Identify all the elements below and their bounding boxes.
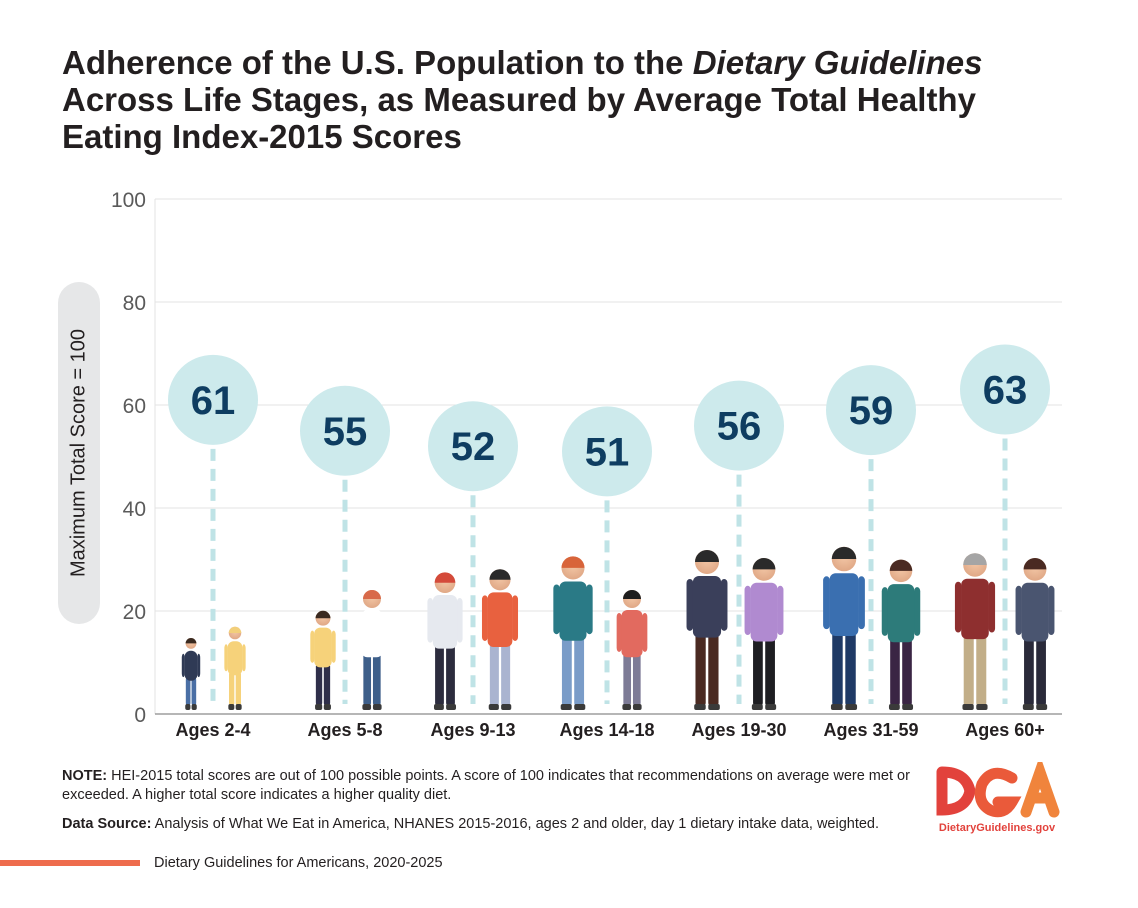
person-figure [310,610,336,710]
note-body: HEI-2015 total scores are out of 100 pos… [62,768,910,803]
person-figure [954,553,996,710]
y-tick-label: 40 [123,498,146,521]
y-tick-label: 0 [134,704,146,727]
person-figure [427,572,463,710]
person-figure [616,590,648,710]
person-figure [481,569,519,710]
person-figure [356,590,388,710]
data-source-text: Data Source: Analysis of What We Eat in … [62,815,932,834]
score-bubble [826,365,916,456]
person-figure [823,546,865,710]
title-part2: Across Life Stages, as Measured by Avera… [62,81,976,155]
score-value-label: 55 [323,410,368,454]
score-bubble [168,354,258,445]
score-bubble [960,344,1050,435]
person-figure [881,559,921,710]
score-value-label: 51 [585,430,630,474]
score-bubble [300,385,390,476]
source-label: Data Source: [62,816,152,832]
y-tick-label: 60 [123,395,146,418]
score-value-label: 56 [717,405,762,449]
score-value-label: 63 [983,369,1028,413]
score-value-label: 52 [451,425,496,469]
footer-text: Dietary Guidelines for Americans, 2020-2… [154,855,443,871]
x-axis: Ages 2-4 Ages 5-8 Ages 9-13 Ages 14-18 Ages … [155,713,1062,740]
x-category-label: Ages 14-18 [559,720,654,740]
x-category-label: Ages 5-8 [307,720,382,740]
score-bubble [562,406,652,497]
score-value-label: 61 [191,379,236,423]
title-italic: Dietary Guidelines [692,44,983,81]
dga-logo [936,762,1060,818]
note-text: NOTE: HEI-2015 total scores are out of 1… [62,767,912,805]
people-illustrations [181,546,1055,710]
y-axis-label-pill [58,282,100,624]
x-category-label: Ages 60+ [965,720,1045,740]
title-part1: Adherence of the U.S. Population to the [62,44,693,81]
logo-url: DietaryGuidelines.gov [938,822,1056,834]
person-figure [686,550,728,710]
score-bubbles: 61 55 52 51 56 59 63 [168,344,1050,497]
x-category-label: Ages 2-4 [175,720,250,740]
x-category-label: Ages 9-13 [430,720,515,740]
person-figure [1015,558,1055,710]
score-bubble [428,401,518,492]
source-body: Analysis of What We Eat in America, NHAN… [151,816,880,832]
x-category-label: Ages 19-30 [691,720,786,740]
footer-accent-bar [0,860,140,866]
score-bubble [694,380,784,471]
score-value-label: 59 [849,389,894,433]
y-tick-label: 80 [123,292,146,315]
note-label: NOTE: [62,768,108,784]
y-tick-label: 20 [123,601,146,624]
person-figure [181,638,201,710]
person-figure [224,626,246,710]
x-category-label: Ages 31-59 [823,720,918,740]
person-figure [744,558,784,710]
person-figure [553,556,593,710]
y-tick-label: 100 [111,189,146,212]
score-guide-lines [210,438,1008,704]
chart-title: Adherence of the U.S. Population to the … [62,44,1022,155]
